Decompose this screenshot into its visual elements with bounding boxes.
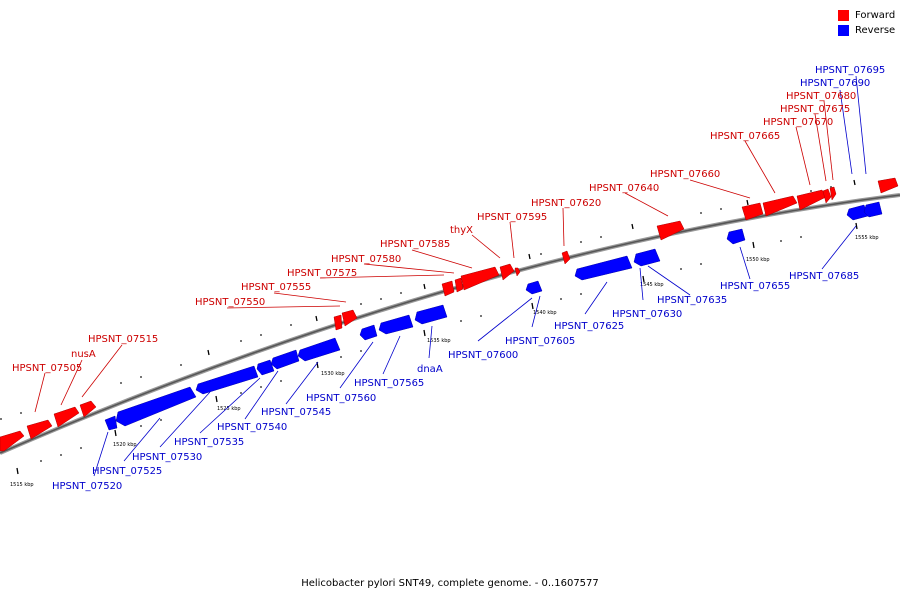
- feature-reverse: [297, 337, 341, 362]
- gene-label: HPSNT_07575: [287, 268, 357, 279]
- feature-forward: [822, 188, 832, 204]
- gene-label: HPSNT_07625: [554, 321, 624, 332]
- gene-label: HPSNT_07550: [195, 297, 265, 308]
- gene-label: HPSNT_07670: [763, 117, 833, 128]
- gene-label: HPSNT_07540: [217, 422, 287, 433]
- feature-forward: [333, 314, 343, 331]
- scale-label: 1555 kbp: [855, 235, 879, 241]
- gene-label: HPSNT_07530: [132, 452, 202, 463]
- feature-forward: [341, 309, 358, 327]
- gene-label: HPSNT_07555: [241, 282, 311, 293]
- gene-label: HPSNT_07635: [657, 295, 727, 306]
- forward-labels: HPSNT_07505 nusA HPSNT_07515 HPSNT_07550…: [12, 91, 856, 374]
- gene-label: HPSNT_07545: [261, 407, 331, 418]
- gene-label: HPSNT_07505: [12, 363, 82, 374]
- feature-reverse: [378, 314, 414, 335]
- legend-item-forward: Forward: [838, 8, 895, 23]
- feature-reverse: [414, 304, 448, 325]
- feature-reverse: [270, 349, 300, 370]
- scale-label: 1525 kbp: [217, 406, 241, 412]
- feature-forward: [0, 430, 25, 452]
- gene-label: HPSNT_07660: [650, 169, 720, 180]
- scale-label: 1515 kbp: [10, 482, 34, 488]
- feature-reverse: [633, 248, 661, 267]
- scale-label: 1540 kbp: [533, 310, 557, 316]
- feature-forward: [460, 266, 500, 291]
- feature-reverse: [195, 365, 259, 395]
- gene-label: HPSNT_07680: [786, 91, 856, 102]
- legend-label-reverse: Reverse: [855, 25, 896, 36]
- gene-label: HPSNT_07640: [589, 183, 659, 194]
- gene-label: HPSNT_07665: [710, 131, 780, 142]
- gene-label: HPSNT_07600: [448, 350, 518, 361]
- scale-label: 1520 kbp: [113, 442, 137, 448]
- feature-forward: [441, 280, 455, 297]
- legend-swatch-reverse: [838, 25, 849, 36]
- feature-reverse: [104, 415, 118, 431]
- feature-forward: [656, 220, 685, 241]
- feature-reverse: [256, 359, 275, 376]
- feature-reverse: [525, 280, 543, 295]
- legend: Forward Reverse: [838, 8, 895, 38]
- gene-label: dnaA: [417, 364, 443, 375]
- legend-item-reverse: Reverse: [838, 23, 895, 38]
- gene-label: HPSNT_07620: [531, 198, 601, 209]
- scale-label: 1545 kbp: [640, 282, 664, 288]
- gene-label: HPSNT_07565: [354, 378, 424, 389]
- feature-forward: [53, 406, 80, 428]
- scale-label: 1530 kbp: [321, 371, 345, 377]
- scale-label: 1550 kbp: [746, 257, 770, 263]
- feature-forward: [499, 263, 515, 281]
- feature-forward: [79, 400, 97, 418]
- feature-forward: [561, 250, 571, 265]
- forward-leaders: [34, 100, 834, 413]
- gene-label: HPSNT_07585: [380, 239, 450, 250]
- gene-label: HPSNT_07675: [780, 104, 850, 115]
- gene-label: thyX: [450, 225, 473, 236]
- gene-label: HPSNT_07525: [92, 466, 162, 477]
- feature-reverse: [846, 204, 869, 221]
- reverse-labels: HPSNT_07520 HPSNT_07525 HPSNT_07530 HPSN…: [52, 65, 885, 492]
- scale-ticks: [16, 179, 858, 475]
- minor-ticks: [0, 186, 832, 462]
- legend-swatch-forward: [838, 10, 849, 21]
- feature-forward: [454, 277, 464, 293]
- gene-label: HPSNT_07690: [800, 78, 870, 89]
- feature-forward: [877, 177, 899, 194]
- gene-label: HPSNT_07605: [505, 336, 575, 347]
- gene-label: HPSNT_07595: [477, 212, 547, 223]
- gene-label: HPSNT_07655: [720, 281, 790, 292]
- scale-labels: 1515 kbp 1520 kbp 1525 kbp 1530 kbp 1535…: [10, 235, 879, 488]
- feature-reverse: [115, 386, 197, 427]
- gene-label: HPSNT_07695: [815, 65, 885, 76]
- gene-label: HPSNT_07520: [52, 481, 122, 492]
- feature-reverse: [359, 324, 378, 341]
- gene-label: HPSNT_07560: [306, 393, 376, 404]
- gene-label: HPSNT_07515: [88, 334, 158, 345]
- gene-label: HPSNT_07630: [612, 309, 682, 320]
- gene-label: nusA: [71, 349, 96, 360]
- reverse-features[interactable]: [104, 201, 883, 431]
- feature-forward: [741, 202, 764, 221]
- feature-reverse: [726, 228, 746, 245]
- legend-label-forward: Forward: [855, 10, 896, 21]
- scale-label: 1535 kbp: [427, 338, 451, 344]
- reverse-leaders: [93, 75, 867, 477]
- feature-forward: [762, 195, 798, 217]
- feature-forward: [514, 267, 521, 277]
- gene-label: HPSNT_07580: [331, 254, 401, 265]
- feature-forward: [829, 186, 837, 201]
- feature-reverse: [863, 201, 883, 218]
- gene-label: HPSNT_07685: [789, 271, 859, 282]
- genome-caption: Helicobacter pylori SNT49, complete geno…: [301, 578, 599, 589]
- forward-features[interactable]: [0, 177, 899, 452]
- gene-label: HPSNT_07535: [174, 437, 244, 448]
- feature-forward: [26, 419, 53, 440]
- feature-reverse: [574, 255, 633, 281]
